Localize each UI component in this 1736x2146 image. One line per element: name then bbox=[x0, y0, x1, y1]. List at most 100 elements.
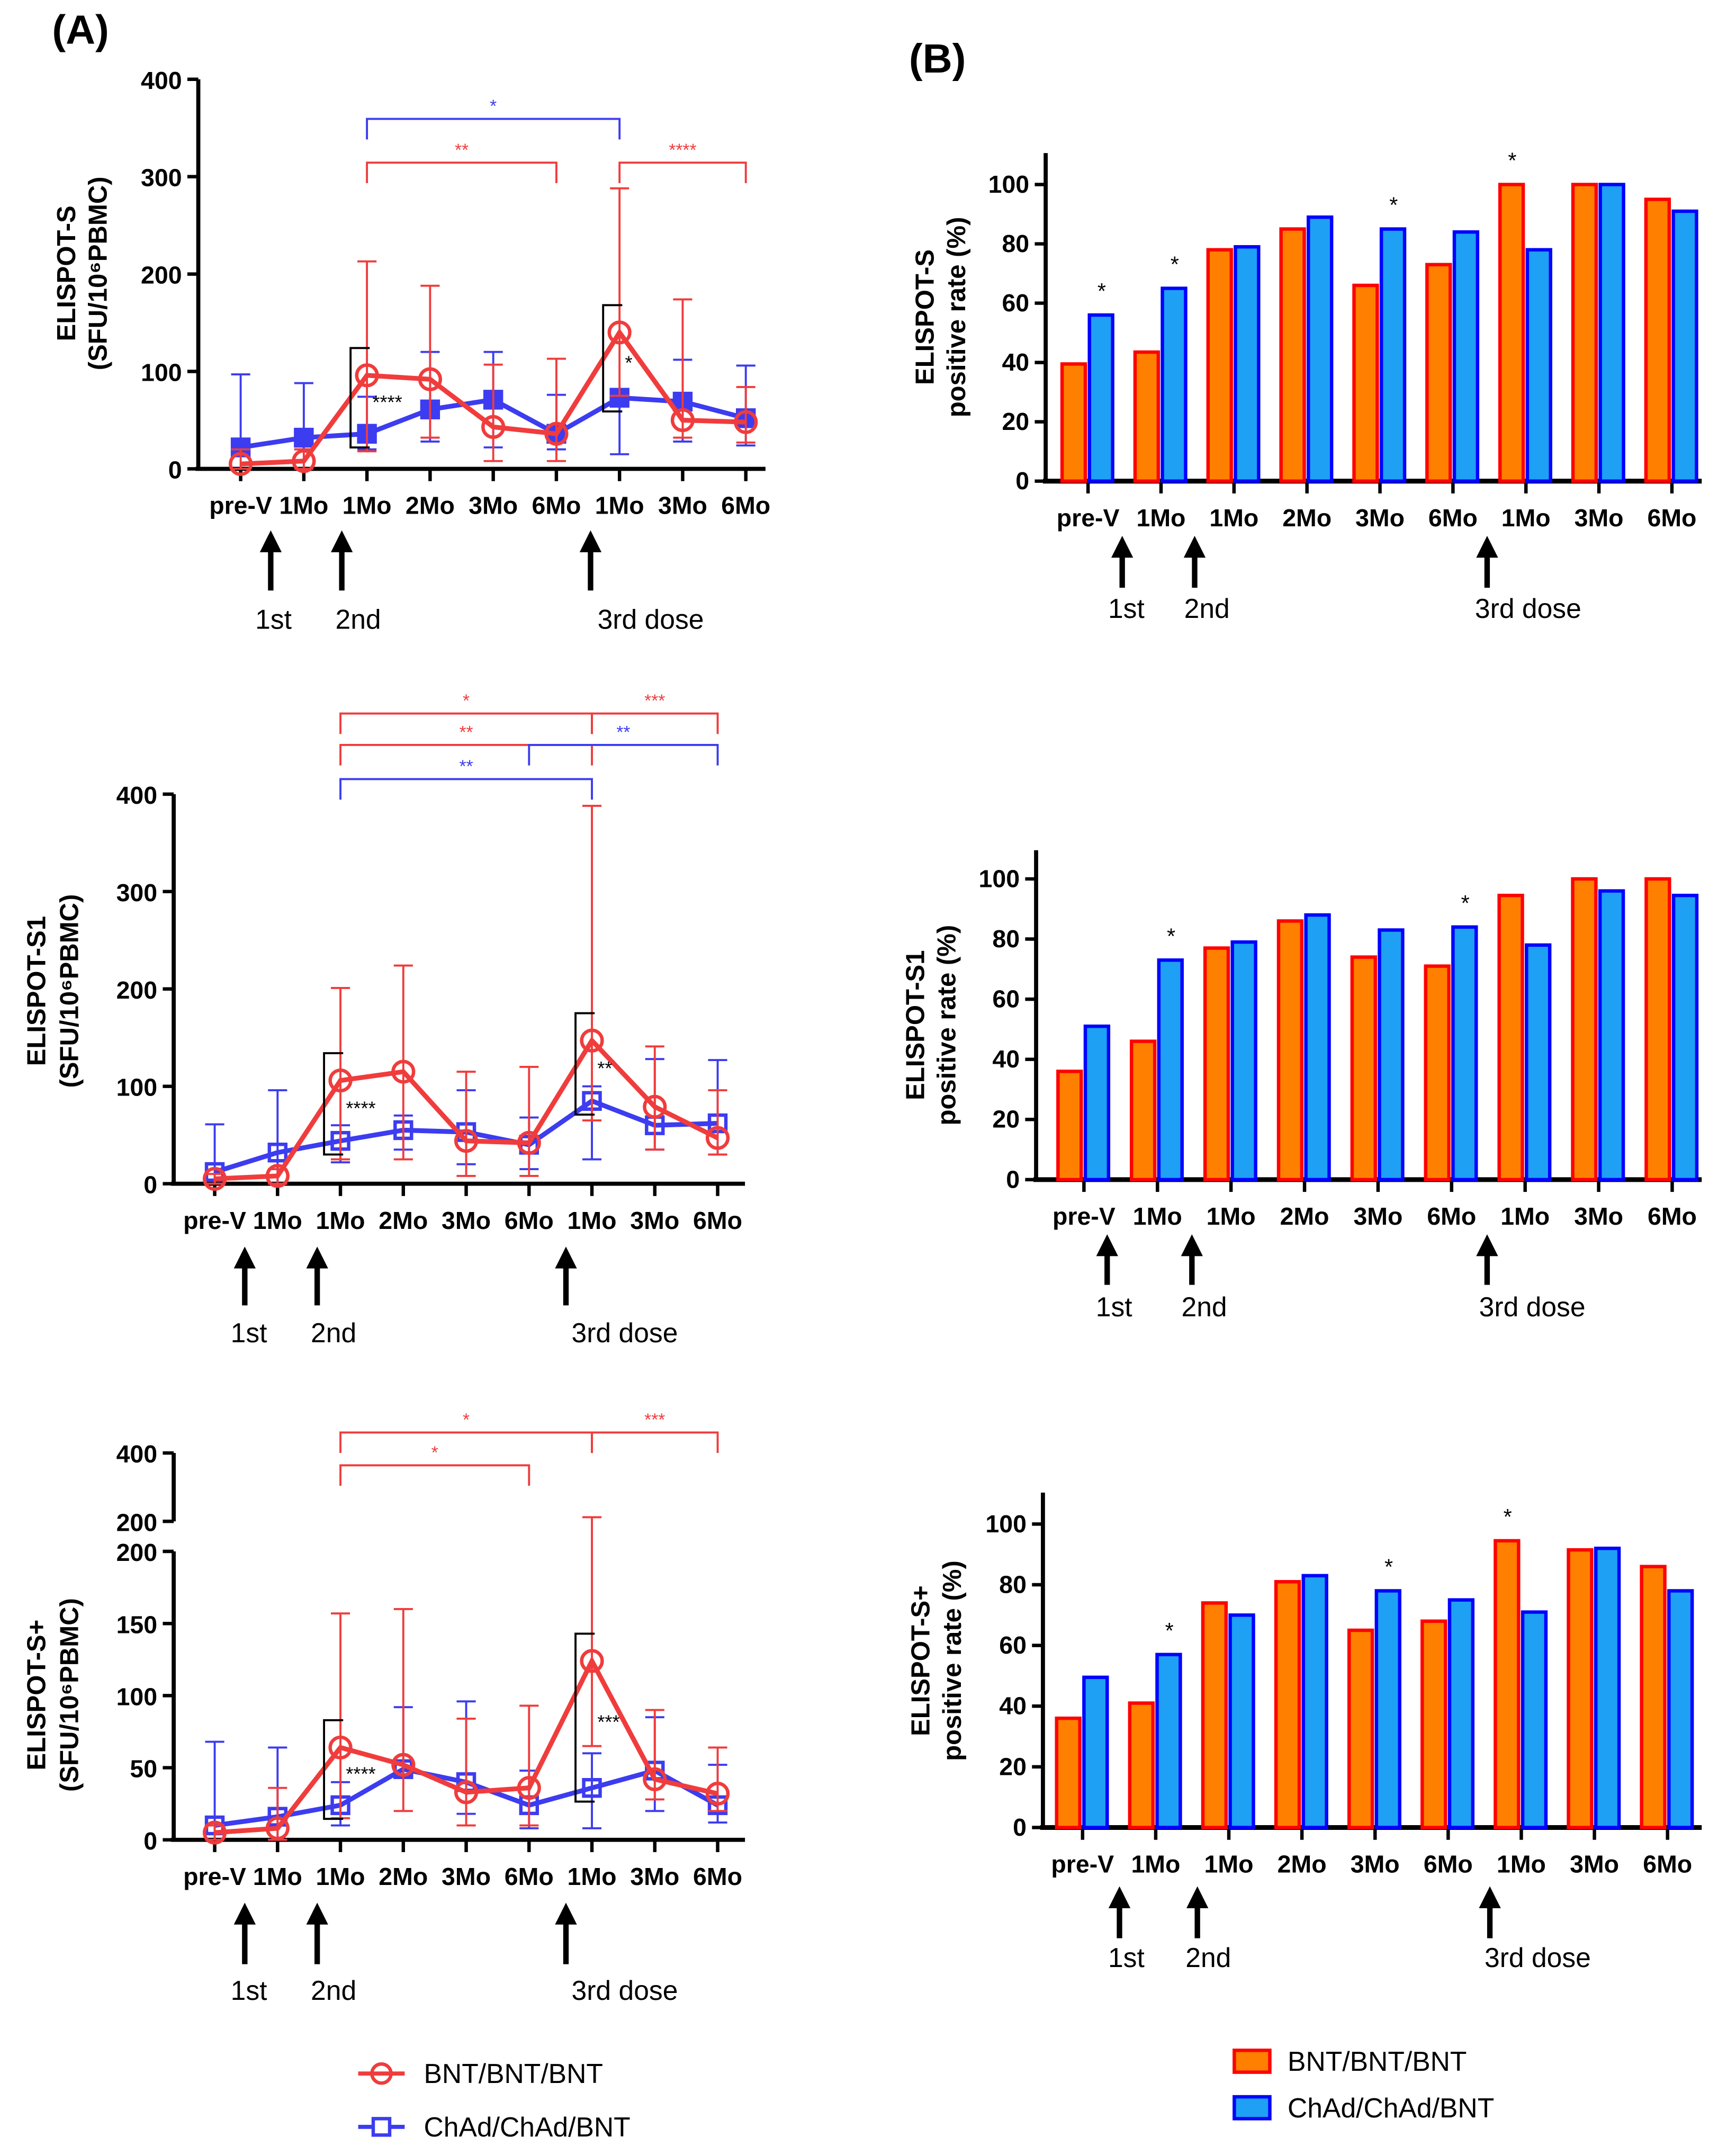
bar-chad bbox=[1667, 1589, 1694, 1829]
x-tick-label: 1Mo bbox=[1497, 1851, 1546, 1878]
y-tick-label: 60 bbox=[1002, 289, 1029, 317]
y-axis-label-unit: positive rate (%) bbox=[933, 925, 961, 1126]
y-tick-label: 0 bbox=[1015, 467, 1029, 495]
bar-bnt bbox=[1571, 877, 1598, 1182]
y-tick-label: 0 bbox=[1013, 1813, 1027, 1841]
y-tick-label: 400 bbox=[141, 67, 182, 94]
y-axis-label: ELISPOT-S+ bbox=[22, 1620, 51, 1771]
y-axis-label-unit: positive rate (%) bbox=[938, 1560, 967, 1761]
bar-bnt bbox=[1128, 1701, 1155, 1829]
x-tick-label: 1Mo bbox=[568, 1207, 617, 1234]
y-tick-label: 400 bbox=[116, 1440, 158, 1468]
bar-bnt bbox=[1494, 1539, 1521, 1829]
dose-label: 2nd bbox=[1181, 1291, 1227, 1322]
legend-bnt-swatch bbox=[1233, 2049, 1272, 2074]
data-point-circle bbox=[580, 1028, 604, 1053]
y-tick-label: 0 bbox=[1006, 1165, 1020, 1193]
dose-arrow-head-icon bbox=[1479, 1886, 1501, 1908]
y-tick-label: 0 bbox=[143, 1171, 157, 1199]
significance-bracket bbox=[366, 118, 621, 140]
x-tick-label: pre-V bbox=[1053, 1202, 1116, 1230]
x-tick-label: pre-V bbox=[1051, 1851, 1114, 1878]
significance-label: ** bbox=[459, 723, 473, 742]
significance-label: * bbox=[490, 97, 497, 116]
y-axis-label: ELISPOT-S bbox=[911, 249, 939, 385]
y-tick-label: 100 bbox=[116, 1074, 158, 1101]
dose-arrow-head-icon bbox=[555, 1246, 577, 1269]
bar-bnt bbox=[1571, 183, 1598, 483]
between-group-label: **** bbox=[372, 391, 402, 413]
legend-b: BNT/BNT/BNT ChAd/ChAd/BNT bbox=[1233, 2046, 1494, 2123]
bar-chad bbox=[1234, 245, 1261, 483]
legend-a-bnt-label: BNT/BNT/BNT bbox=[424, 2058, 603, 2089]
dose-arrow-head-icon bbox=[330, 530, 353, 552]
dose-arrow-head-icon bbox=[555, 1902, 577, 1925]
x-tick-label: 6Mo bbox=[693, 1863, 742, 1890]
bar-bnt bbox=[1497, 893, 1524, 1182]
chart-2-line: ELISPOT-S+ (SFU/10⁶PBMC) pre-V 1Mo 1Mo 2Mo 3Mo… bbox=[22, 1411, 745, 2006]
data-point-circle bbox=[481, 415, 506, 439]
y-axis-label: ELISPOT-S bbox=[52, 205, 81, 341]
y-tick-label: 300 bbox=[141, 164, 182, 192]
data-point-circle bbox=[328, 1735, 353, 1760]
significance-label: * bbox=[431, 1443, 438, 1462]
between-group-label: **** bbox=[346, 1763, 375, 1785]
significance-label: * bbox=[1171, 253, 1179, 277]
significance-bracket bbox=[339, 743, 593, 766]
chart-4-bar: ELISPOT-S1 positive rate (%) pre-V 1Mo 1Mo 2M… bbox=[901, 850, 1702, 1322]
y-tick-label: 0 bbox=[168, 456, 182, 484]
significance-bracket bbox=[591, 1431, 719, 1453]
bar-bnt bbox=[1640, 1565, 1667, 1829]
data-point-circle bbox=[607, 320, 632, 345]
y-tick-label: 20 bbox=[1002, 408, 1029, 435]
data-point-square bbox=[267, 1143, 287, 1163]
significance-label: ** bbox=[459, 757, 473, 777]
x-tick-label: 3Mo bbox=[630, 1207, 679, 1234]
between-group-bracket bbox=[574, 1632, 595, 1803]
x-tick-label: 6Mo bbox=[1424, 1851, 1473, 1878]
x-tick-label: 1Mo bbox=[253, 1863, 302, 1890]
bar-chad bbox=[1521, 1610, 1548, 1829]
x-tick-label: 1Mo bbox=[1209, 504, 1258, 532]
y-tick-label: 100 bbox=[116, 1683, 158, 1710]
bar-bnt bbox=[1060, 362, 1087, 483]
data-point-circle bbox=[643, 1094, 667, 1119]
between-group-bracket bbox=[349, 347, 370, 448]
significance-bracket bbox=[339, 1431, 593, 1453]
bar-chad bbox=[1157, 958, 1184, 1182]
bar-bnt bbox=[1425, 263, 1452, 483]
bar-bnt bbox=[1276, 919, 1304, 1182]
y-axis-label: ELISPOT-S+ bbox=[907, 1585, 936, 1736]
dose-arrow-head-icon bbox=[233, 1902, 256, 1925]
y-tick-label: 100 bbox=[141, 359, 182, 387]
series-bnt bbox=[228, 187, 758, 476]
x-tick-label: 6Mo bbox=[505, 1207, 554, 1234]
significance-label: * bbox=[463, 692, 470, 711]
bar-chad bbox=[1082, 1675, 1109, 1829]
x-tick-label: 6Mo bbox=[1428, 504, 1478, 532]
significance-bracket bbox=[339, 778, 593, 800]
x-tick-label: 1Mo bbox=[1501, 504, 1551, 532]
bar-bnt bbox=[1279, 227, 1306, 483]
data-point-square bbox=[582, 1777, 602, 1798]
x-tick-label: pre-V bbox=[183, 1207, 246, 1234]
x-tick-label: 1Mo bbox=[1131, 1851, 1180, 1878]
dose-arrow-head-icon bbox=[1181, 1234, 1203, 1256]
bar-bnt bbox=[1055, 1716, 1082, 1829]
dose-label: 3rd dose bbox=[1485, 1942, 1591, 1973]
dose-arrow-head-icon bbox=[1186, 1886, 1209, 1908]
data-point-circle bbox=[454, 1129, 479, 1153]
dose-label: 1st bbox=[1108, 593, 1145, 624]
x-tick-label: 1Mo bbox=[343, 492, 392, 519]
y-tick-label: 40 bbox=[992, 1045, 1020, 1073]
x-tick-label: 6Mo bbox=[1647, 504, 1696, 532]
x-tick-label: 2Mo bbox=[1280, 1202, 1329, 1230]
x-tick-label: 2Mo bbox=[1278, 1851, 1327, 1878]
between-group-bracket bbox=[602, 304, 623, 412]
significance-bracket bbox=[591, 712, 719, 734]
significance-label: ** bbox=[455, 140, 469, 160]
y-tick-label: 40 bbox=[999, 1692, 1027, 1720]
dose-arrow-head-icon bbox=[233, 1246, 256, 1269]
x-tick-label: 3Mo bbox=[442, 1207, 491, 1234]
